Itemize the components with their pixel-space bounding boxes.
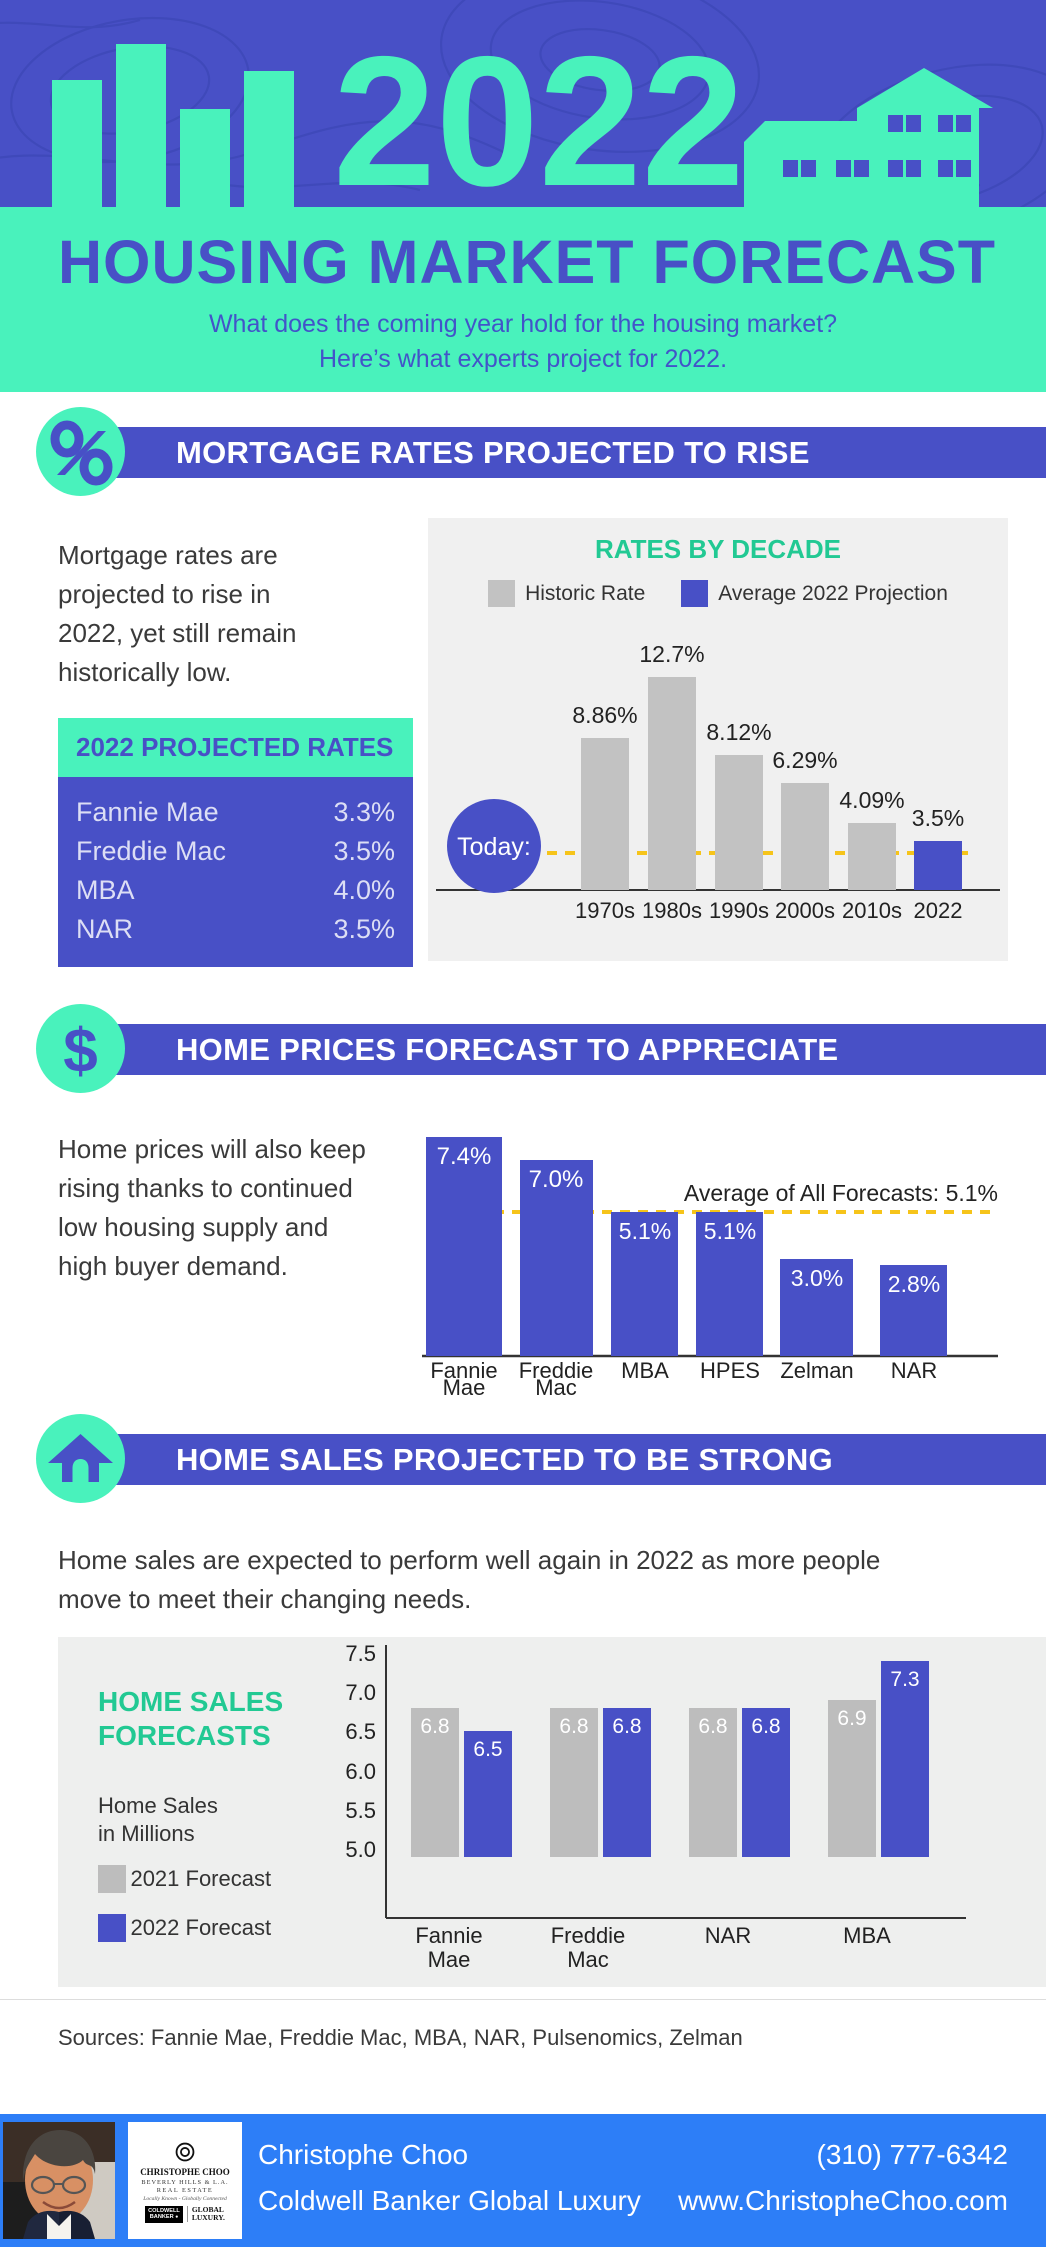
svg-text:1980s: 1980s — [642, 898, 702, 923]
svg-text:12.7%: 12.7% — [639, 641, 704, 667]
svg-text:1970s: 1970s — [575, 898, 635, 923]
svg-text:NAR: NAR — [891, 1358, 937, 1383]
svg-text:5.5: 5.5 — [346, 1798, 376, 1823]
svg-text:HPES: HPES — [700, 1358, 760, 1383]
svg-text:2000s: 2000s — [775, 898, 835, 923]
svg-text:7.0: 7.0 — [346, 1680, 376, 1705]
svg-text:Mae: Mae — [443, 1375, 486, 1398]
svg-text:5.1%: 5.1% — [704, 1218, 756, 1244]
svg-text:$: $ — [63, 1017, 97, 1086]
svg-text:2022: 2022 — [333, 19, 745, 207]
svg-text:2010s: 2010s — [842, 898, 902, 923]
svg-text:6.8: 6.8 — [420, 1715, 449, 1738]
svg-text:6.5: 6.5 — [346, 1719, 376, 1744]
svg-text:3.5%: 3.5% — [912, 805, 964, 831]
svg-text:3.0%: 3.0% — [791, 1265, 843, 1291]
svg-text:2022: 2022 — [914, 898, 963, 923]
svg-text:6.29%: 6.29% — [772, 747, 837, 773]
svg-text:7.4%: 7.4% — [437, 1143, 492, 1170]
svg-text:6.9: 6.9 — [837, 1707, 866, 1730]
svg-text:7.3: 7.3 — [890, 1668, 919, 1691]
svg-text:Today:: Today: — [457, 833, 531, 861]
svg-text:MBA: MBA — [621, 1358, 669, 1383]
svg-text:6.8: 6.8 — [698, 1715, 727, 1738]
svg-text:7.0%: 7.0% — [529, 1166, 584, 1193]
svg-text:Fannie: Fannie — [415, 1923, 482, 1948]
svg-text:MBA: MBA — [843, 1923, 891, 1948]
svg-text:6.5: 6.5 — [473, 1738, 502, 1761]
svg-text:Mac: Mac — [567, 1947, 609, 1972]
svg-text:8.12%: 8.12% — [706, 719, 771, 745]
svg-text:5.0: 5.0 — [346, 1837, 376, 1862]
svg-text:8.86%: 8.86% — [572, 702, 637, 728]
svg-text:1990s: 1990s — [709, 898, 769, 923]
svg-text:2.8%: 2.8% — [888, 1271, 940, 1297]
svg-text:Zelman: Zelman — [780, 1358, 853, 1383]
svg-text:Average of All Forecasts: 5.1%: Average of All Forecasts: 5.1% — [684, 1180, 998, 1206]
svg-text:Freddie: Freddie — [551, 1923, 626, 1948]
svg-text:7.5: 7.5 — [346, 1641, 376, 1666]
svg-text:6.0: 6.0 — [346, 1759, 376, 1784]
svg-text:6.8: 6.8 — [751, 1715, 780, 1738]
svg-text:Mae: Mae — [428, 1947, 471, 1972]
svg-text:4.09%: 4.09% — [839, 787, 904, 813]
svg-text:NAR: NAR — [705, 1923, 751, 1948]
svg-text:5.1%: 5.1% — [619, 1218, 671, 1244]
svg-text:6.8: 6.8 — [559, 1715, 588, 1738]
svg-text:Mac: Mac — [535, 1375, 577, 1398]
svg-text:6.8: 6.8 — [612, 1715, 641, 1738]
